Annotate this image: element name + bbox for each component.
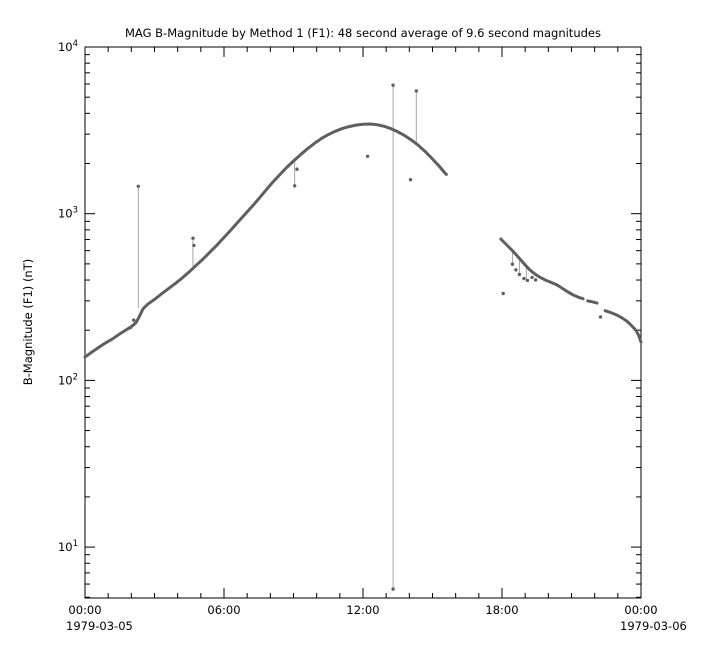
x-date-start-label: 1979-03-05 (66, 619, 133, 633)
outlier-point (295, 167, 299, 171)
outlier-point (517, 272, 522, 277)
outlier-point (501, 291, 505, 296)
outlier-point (293, 184, 297, 188)
y-tick-label: 102 (58, 372, 78, 387)
x-tick-label: 12:00 (346, 603, 379, 617)
outlier-point (533, 278, 538, 282)
x-tick-label: 00:00 (68, 603, 101, 617)
outlier-point (530, 275, 534, 280)
outlier-point (136, 184, 140, 188)
outlier-point (391, 83, 395, 87)
y-tick-label: 101 (58, 539, 78, 554)
plot-frame (84, 46, 642, 599)
data-curve-segment (499, 237, 585, 301)
y-tick-label: 104 (58, 39, 78, 54)
outlier-point (414, 89, 418, 93)
outlier-point (514, 268, 518, 272)
x-tick-label: 00:00 (624, 603, 657, 617)
outlier-point (408, 178, 413, 182)
x-tick-label: 06:00 (207, 603, 240, 617)
outlier-point (191, 236, 195, 240)
outlier-point (391, 587, 395, 591)
x-date-end-label: 1979-03-06 (620, 619, 687, 633)
outlier-point (128, 326, 132, 330)
outlier-point (598, 315, 603, 319)
data-curve-segment (83, 122, 448, 359)
outlier-point (365, 154, 370, 158)
x-tick-label: 18:00 (485, 603, 518, 617)
y-tick-label: 103 (58, 206, 78, 221)
data-curve-segment (603, 309, 643, 344)
data-curve-segment (586, 299, 599, 305)
outlier-point (192, 243, 196, 248)
outlier-point (525, 278, 530, 283)
outlier-point (522, 276, 526, 281)
outlier-point (510, 262, 515, 266)
chart-title: MAG B-Magnitude by Method 1 (F1): 48 sec… (125, 26, 601, 40)
outlier-point (132, 318, 136, 322)
